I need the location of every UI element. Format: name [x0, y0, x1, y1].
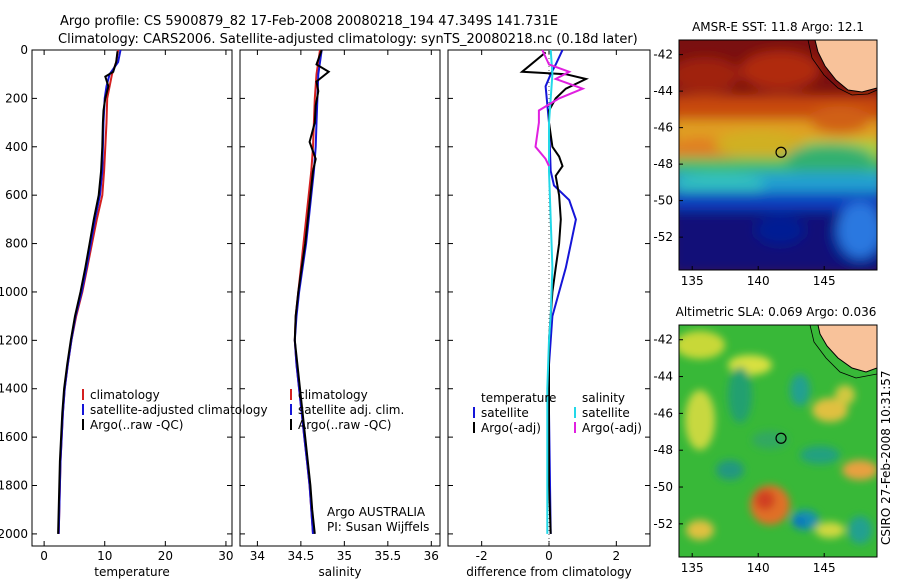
map-ytick-label: -52	[653, 230, 673, 244]
depth-tick-label: 600	[5, 188, 28, 202]
legend-label: satellite-adjusted climatology	[90, 403, 268, 417]
legend-label: satellite adj. clim.	[298, 403, 404, 417]
depth-tick-label: 200	[5, 91, 28, 105]
annotation-text: Argo AUSTRALIA	[327, 505, 426, 519]
csiro-timestamp: CSIRO 27-Feb-2008 10:31:57	[879, 370, 893, 545]
x-axis-label: salinity	[318, 565, 361, 579]
map-ytick-label: -46	[653, 121, 673, 135]
legend-title: temperature	[481, 391, 556, 405]
map-xtick-label: 145	[813, 274, 836, 288]
float-position-marker	[775, 432, 787, 444]
xtick-label: 34	[250, 549, 265, 563]
sla-map: Altimetric SLA: 0.069 Argo: 0.036	[653, 305, 878, 575]
map-ytick-label: -50	[653, 480, 673, 494]
sst-map: AMSR-E SST: 11.8 Argo: 12.1	[653, 20, 878, 288]
map-ytick-label: -42	[653, 48, 673, 62]
series-line	[534, 49, 586, 167]
map-ytick-label: -50	[653, 194, 673, 208]
map-xtick-label: 145	[813, 561, 836, 575]
map-ytick-label: -52	[653, 517, 673, 531]
panel-difference: -2 0 2 difference from climatology temperatu…	[447, 49, 651, 579]
legend-label: Argo(-adj)	[582, 421, 642, 435]
xtick-label: 30	[218, 549, 233, 563]
xtick-label: 0	[545, 549, 553, 563]
xtick-label: 2	[613, 549, 621, 563]
depth-tick-label: 400	[5, 140, 28, 154]
map-ytick-label: -48	[653, 157, 673, 171]
legend-label: climatology	[298, 388, 368, 402]
series-line	[57, 49, 122, 534]
map-xtick-label: 135	[681, 561, 704, 575]
depth-tick-label: 800	[5, 237, 28, 251]
xtick-label: 35.5	[374, 549, 401, 563]
figure-title-line1: Argo profile: CS 5900879_82 17-Feb-2008 …	[60, 14, 558, 29]
annotation-text: PI: Susan Wijffels	[327, 520, 429, 534]
x-axis-label: difference from climatology	[466, 565, 632, 579]
sst-map-title: AMSR-E SST: 11.8 Argo: 12.1	[692, 20, 864, 34]
depth-tick-label: 1200	[0, 333, 28, 347]
depth-tick-label: 1400	[0, 382, 28, 396]
map-ytick-label: -44	[653, 84, 673, 98]
sla-map-yticks: -42 -44 -46 -48 -50 -52	[653, 333, 683, 531]
depth-tick-label: 0	[20, 43, 28, 57]
xtick-label: 35	[337, 549, 352, 563]
figure-title-line2: Climatology: CARS2006. Satellite-adjuste…	[58, 32, 638, 47]
map-xtick-label: 135	[681, 274, 704, 288]
map-ytick-label: -42	[653, 333, 673, 347]
panel-salinity: 34 34.5 35 35.5 36 salinity climatologysatelli…	[239, 49, 441, 579]
depth-tick-label: 1800	[0, 479, 28, 493]
panel-frame	[239, 49, 441, 547]
legend-label: Argo(-adj)	[481, 421, 541, 435]
profile-panels: 0 10 20 30temperatureclimatologysatellite-a…	[31, 49, 651, 579]
map-xtick-label: 140	[747, 274, 770, 288]
panel-frame	[31, 49, 233, 547]
legend-label: satellite	[582, 406, 630, 420]
map-xtick-label: 140	[747, 561, 770, 575]
depth-tick-label: 2000	[0, 527, 28, 541]
sla-map-title: Altimetric SLA: 0.069 Argo: 0.036	[676, 305, 877, 319]
panel-temperature: 0 10 20 30 temperature climatologysatellite-a…	[31, 49, 268, 579]
depth-axis-ticks: 0 200 400 600 800 1000 1200 1400 1600 1800 2000	[0, 43, 28, 541]
float-position-marker	[775, 146, 787, 158]
series-line	[544, 49, 577, 534]
xtick-label: 0	[40, 549, 48, 563]
sla-map-xticks: 135 140 145	[681, 553, 836, 575]
legend-label: satellite	[481, 406, 529, 420]
series-line	[293, 49, 331, 535]
depth-tick-label: 1000	[0, 285, 28, 299]
xtick-label: 36	[424, 549, 439, 563]
series-line	[57, 49, 120, 534]
sst-map-yticks: -42 -44 -46 -48 -50 -52	[653, 48, 683, 244]
series-line	[519, 51, 589, 534]
xtick-label: 34.5	[288, 549, 315, 563]
sst-map-xticks: 135 140 145	[681, 266, 836, 288]
xtick-label: 20	[158, 549, 173, 563]
legend-title: salinity	[582, 391, 625, 405]
xtick-label: 10	[97, 549, 112, 563]
map-ytick-label: -44	[653, 370, 673, 384]
xtick-label: -2	[476, 549, 488, 563]
series-line	[546, 49, 554, 534]
legend-label: Argo(..raw -QC)	[90, 418, 183, 432]
legend-label: climatology	[90, 388, 160, 402]
legend-label: Argo(..raw -QC)	[298, 418, 391, 432]
map-ytick-label: -48	[653, 443, 673, 457]
map-ytick-label: -46	[653, 406, 673, 420]
series-line	[57, 51, 119, 534]
depth-tick-label: 1600	[0, 430, 28, 444]
x-axis-label: temperature	[94, 565, 169, 579]
